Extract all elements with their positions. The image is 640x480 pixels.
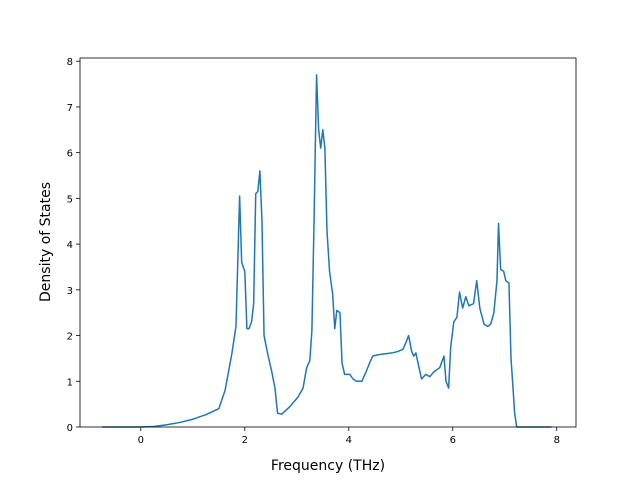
x-tick-label: 8 bbox=[554, 435, 560, 446]
y-tick-label: 6 bbox=[67, 149, 73, 160]
y-tick-label: 3 bbox=[67, 286, 73, 297]
y-tick-label: 7 bbox=[67, 103, 73, 114]
x-tick-label: 4 bbox=[346, 435, 352, 446]
y-tick-label: 8 bbox=[67, 57, 73, 68]
x-tick-label: 6 bbox=[450, 435, 456, 446]
y-tick-label: 4 bbox=[67, 240, 73, 251]
y-axis-label: Density of States bbox=[38, 182, 54, 302]
line bbox=[101, 74, 552, 428]
x-tick-label: 0 bbox=[138, 435, 144, 446]
y-tick-label: 5 bbox=[67, 194, 73, 205]
x-tick-label: 2 bbox=[242, 435, 248, 446]
y-tick-label: 2 bbox=[67, 332, 73, 343]
x-axis-label: Frequency (THz) bbox=[271, 458, 385, 474]
y-tick-label: 1 bbox=[67, 377, 73, 388]
plot-frame bbox=[79, 57, 577, 428]
y-tick-label: 0 bbox=[67, 423, 73, 434]
